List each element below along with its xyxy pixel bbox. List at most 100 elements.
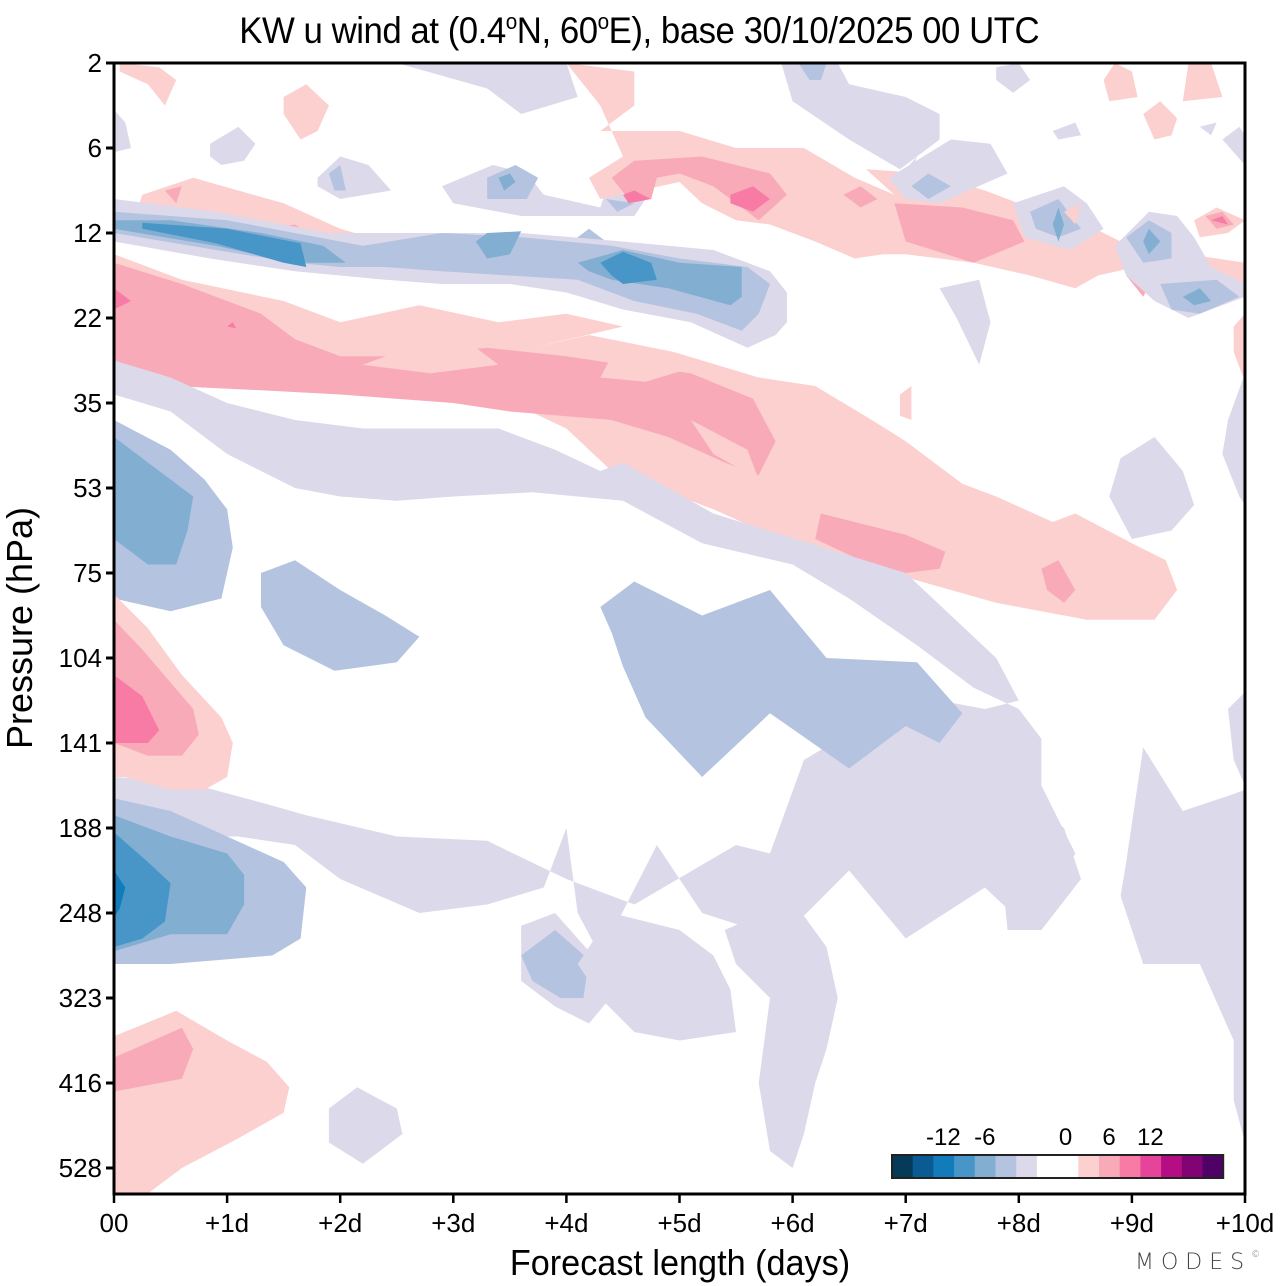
colorbar-tick-label: 6 (1102, 1124, 1115, 1151)
contour-negative (1109, 437, 1195, 539)
contour-positive (119, 63, 177, 106)
x-tick-label: +10d (1216, 1208, 1275, 1238)
colorbar-swatch (933, 1155, 955, 1178)
y-axis-title: Pressure (hPa) (0, 507, 40, 749)
contour-positive (843, 186, 878, 208)
contour-positive (690, 420, 759, 480)
colorbar-tick-label: 0 (1059, 1124, 1072, 1151)
x-tick-label: +2d (318, 1208, 362, 1238)
contour-negative (114, 360, 1076, 956)
copyright-mark: © (1251, 1250, 1261, 1260)
y-tick-label: 104 (59, 643, 102, 673)
contour-negative (521, 930, 589, 998)
title-suffix: E), base 30/10/2025 00 UTC (608, 10, 1040, 51)
contour-negative (114, 109, 131, 153)
colorbar-swatch (1016, 1155, 1038, 1178)
degree-symbol: o (597, 9, 610, 34)
contour-positive (114, 288, 131, 310)
contour-negative (498, 173, 516, 191)
colorbar-swatch (1181, 1155, 1203, 1178)
contour-negative (911, 173, 951, 199)
x-tick-label: +6d (771, 1208, 815, 1238)
contour-positive (1041, 560, 1076, 603)
contour-positive (227, 322, 237, 329)
contour-positive (1103, 63, 1138, 102)
modes-watermark: MODES© (1135, 1250, 1260, 1275)
contour-positive (1182, 63, 1223, 102)
y-tick-label: 6 (88, 133, 102, 163)
contour-negative (317, 156, 392, 199)
contour-positive (114, 675, 160, 743)
contour-positive (600, 352, 703, 382)
contour-positive (362, 347, 499, 374)
contour-negative (600, 581, 963, 777)
contour-negative (261, 560, 420, 671)
contour-positive (623, 190, 652, 204)
contour-negative (724, 900, 838, 1168)
contour-negative (1182, 288, 1212, 306)
contour-negative (328, 165, 346, 191)
x-axis-title: Forecast length (days) (510, 1243, 850, 1283)
title-prefix: KW u wind at (0.4 (239, 10, 506, 51)
y-tick-label: 416 (59, 1068, 102, 1098)
contour-negative (475, 231, 522, 259)
contour-fills (114, 63, 1245, 1194)
colorbar-swatch (995, 1155, 1017, 1178)
contour-negative (1143, 228, 1161, 255)
colorbar-swatch (1202, 1155, 1224, 1178)
contour-negative (1120, 747, 1245, 1143)
contour-negative (1222, 126, 1245, 165)
contour-negative (600, 251, 657, 284)
contour-negative (328, 1087, 403, 1164)
contour-positive (114, 254, 1178, 620)
y-tick-label: 141 (59, 728, 102, 758)
y-tick-label: 323 (59, 983, 102, 1013)
colorbar-tick-label: 12 (1137, 1124, 1164, 1151)
contour-negative (606, 199, 635, 212)
contour-positive (730, 186, 770, 212)
colorbar-swatch (912, 1155, 934, 1178)
contour-negative (1199, 122, 1217, 136)
contour-negative (577, 913, 736, 1041)
contour-negative (114, 437, 194, 565)
contour-negative (142, 222, 307, 267)
colorbar-tick-label: -12 (926, 1124, 961, 1151)
colorbar-frame (891, 1154, 1225, 1179)
contour-negative (1052, 122, 1081, 140)
x-tick-label: +5d (657, 1208, 701, 1238)
contour-positive (900, 386, 912, 420)
x-tick-label: +1d (205, 1208, 249, 1238)
y-tick-label: 528 (59, 1153, 102, 1183)
y-tick-label: 75 (73, 558, 102, 588)
contour-zero (295, 534, 578, 658)
colorbar-swatch (892, 1155, 914, 1178)
y-tick-label: 35 (73, 388, 102, 418)
contour-negative (996, 63, 1031, 93)
contour-negative (996, 743, 1081, 930)
colorbar-swatch (1057, 1155, 1079, 1178)
x-tick-label: +8d (997, 1208, 1041, 1238)
contour-positive (894, 203, 1025, 263)
x-axis: 00 +1d +2d +3d +4d +5d +6d +7d +8d +9d +10d (100, 1194, 1275, 1238)
contour-positive (114, 1027, 194, 1092)
contour-positive (114, 1010, 290, 1194)
colorbar-swatch (1161, 1155, 1183, 1178)
colorbar-swatch (1078, 1155, 1100, 1178)
contour-negative (781, 63, 940, 170)
colorbar-swatch (1119, 1155, 1141, 1178)
colorbar-swatch (1099, 1155, 1121, 1178)
colorbar-tick-label: -6 (974, 1124, 995, 1151)
y-tick-label: 188 (59, 813, 102, 843)
y-tick-label: 22 (73, 303, 102, 333)
contour-negative (114, 832, 171, 947)
colorbar-swatch (1036, 1155, 1059, 1178)
degree-symbol: o (505, 9, 518, 34)
contour-negative (210, 126, 256, 165)
y-tick-label: 53 (73, 473, 102, 503)
x-tick-label: +4d (544, 1208, 588, 1238)
contour-positive (1064, 203, 1081, 225)
contour-negative (1052, 207, 1064, 242)
contour-positive (815, 513, 946, 573)
x-tick-label: +3d (431, 1208, 475, 1238)
